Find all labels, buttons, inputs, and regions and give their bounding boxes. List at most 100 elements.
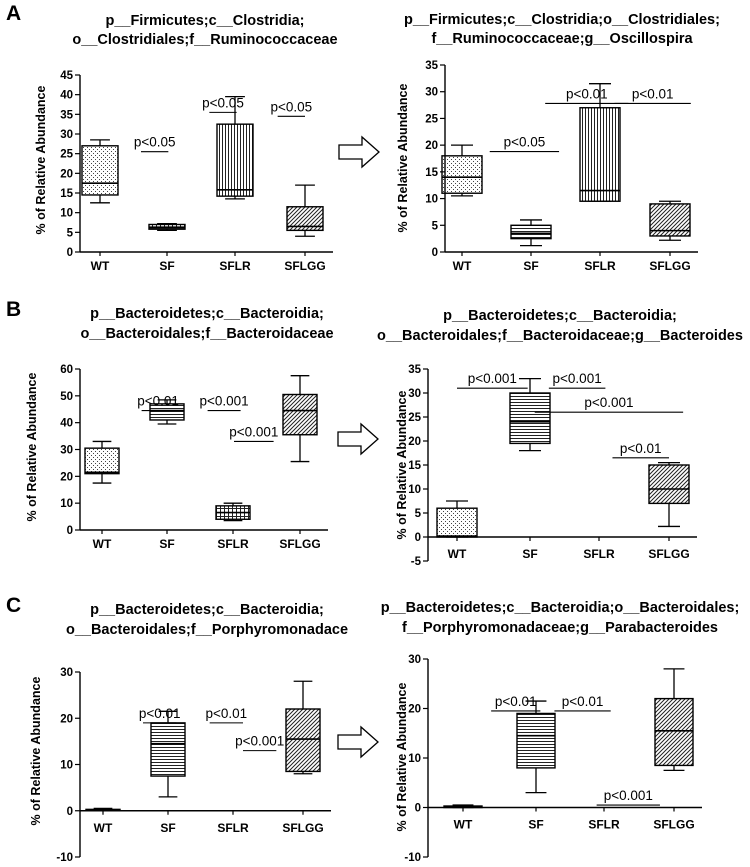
y-tick-label-a-right: 5	[432, 220, 439, 232]
category-label-sf-b-right: SF	[522, 547, 537, 561]
chart-title-b-right-line1: p__Bacteroidetes;c__Bacteroidia;	[443, 308, 677, 324]
box-sf-c-right	[516, 700, 556, 794]
y-tick-label-b-left: 0	[67, 525, 73, 537]
box-sflgg-c-left	[285, 680, 321, 775]
y-axis-label-a-right: % of Relative Abundance	[396, 84, 410, 233]
chart-c-left: -10 0 10 20 30 WT SF SFLR SFLGG p<0.01 p<0.01 p<0.0…	[56, 667, 331, 864]
y-tick-label-b-left: 10	[60, 498, 73, 510]
box-wt-c-left	[85, 807, 121, 812]
y-tick-label-a-right: 15	[425, 167, 438, 179]
chart-b-left: 0 10 20 30 40 50 60 WT SF SFLR SFLGG p<0.01 p<0.001 p…	[60, 364, 328, 551]
y-tick-label-a-right: 25	[425, 113, 438, 125]
chart-c-right: -10 0 10 20 30 WT SF SFLR SFLGG p<0.01 p<0.01 p<0.0…	[404, 654, 702, 864]
y-tick-label-a-left: 25	[60, 149, 73, 161]
chart-title-a-right-line2: f__Ruminococcaceae;g__Oscillospira	[431, 31, 693, 47]
category-label-sf-c-right: SF	[528, 818, 543, 832]
y-tick-label-a-left: 5	[67, 227, 74, 239]
y-tick-label-c-left: 0	[67, 806, 73, 818]
box-wt-b-left	[84, 440, 120, 484]
y-tick-label-b-right: 5	[415, 508, 422, 520]
y-tick-label-a-left: 15	[60, 188, 73, 200]
y-tick-label-b-left: 40	[60, 418, 73, 430]
box-wt-a-right	[441, 144, 483, 197]
category-label-wt-a-right: WT	[453, 259, 472, 273]
chart-a-left: 0 5 10 15 20 25 30 35 40 45 WT SF SFLR SFLGG p<0.05 p<0…	[60, 70, 333, 273]
y-tick-label-a-right: 30	[425, 87, 438, 99]
category-label-sf-a-left: SF	[159, 259, 174, 273]
y-tick-label-b-left: 30	[60, 445, 73, 457]
y-tick-label-c-right: -10	[404, 852, 421, 864]
y-tick-label-b-right: 30	[408, 388, 421, 400]
y-tick-label-c-right: 20	[408, 704, 421, 716]
box-sf-a-right	[510, 219, 552, 247]
category-label-sflgg-a-left: SFLGG	[284, 259, 325, 273]
chart-title-a-left-line1: p__Firmicutes;c__Clostridia;	[105, 13, 304, 29]
chart-title-b-left-line2: o__Bacteroidales;f__Bacteroidaceae	[80, 326, 333, 342]
y-tick-label-c-left: 30	[60, 667, 73, 679]
y-axis-label-a-left: % of Relative Abundance	[34, 86, 48, 235]
category-label-sflr-c-left: SFLR	[217, 821, 249, 835]
significance-3-a-right: p<0.01	[614, 86, 691, 105]
category-label-sf-a-right: SF	[523, 259, 538, 273]
chart-title-a-right-line1: p__Firmicutes;c__Clostridia;o__Clostridi…	[404, 12, 720, 28]
svg-text:p<0.05: p<0.05	[270, 99, 312, 114]
y-tick-label-c-right: 10	[408, 753, 421, 765]
category-label-sflgg-a-right: SFLGG	[649, 259, 690, 273]
y-axis-label-c-left: % of Relative Abundance	[29, 677, 43, 826]
panel-letter-c: C	[6, 594, 21, 617]
y-tick-label-a-left: 40	[60, 90, 73, 102]
chart-title-c-left-line1: p__Bacteroidetes;c__Bacteroidia;	[90, 602, 324, 618]
category-label-sflgg-c-left: SFLGG	[282, 821, 323, 835]
box-wt-a-left	[81, 139, 119, 204]
arrow-icon-b	[337, 422, 379, 456]
significance-2-b-right: p<0.001	[548, 371, 606, 389]
arrow-icon-c	[337, 725, 379, 759]
category-label-wt-c-right: WT	[454, 818, 473, 832]
significance-1-a-right: p<0.05	[489, 135, 560, 153]
y-axis-label-c-right: % of Relative Abundance	[395, 683, 409, 832]
box-sflr-a-right	[579, 83, 621, 202]
y-tick-label-b-right: -5	[411, 556, 422, 568]
chart-b-right: -5 0 5 10 15 20 25 30 35 WT SF SFLR SFLGG p<0.001 p<0.…	[408, 364, 697, 568]
svg-text:p<0.01: p<0.01	[562, 694, 604, 709]
box-sflgg-a-left	[286, 184, 324, 237]
category-label-sflr-b-right: SFLR	[583, 547, 615, 561]
y-tick-label-a-left: 0	[67, 247, 73, 259]
svg-text:p<0.001: p<0.001	[553, 371, 602, 386]
category-label-wt-a-left: WT	[91, 259, 110, 273]
y-tick-label-b-left: 20	[60, 471, 73, 483]
y-tick-label-c-left: 20	[60, 713, 73, 725]
chart-title-b-left-line1: p__Bacteroidetes;c__Bacteroidia;	[90, 306, 324, 322]
category-label-sflgg-c-right: SFLGG	[653, 818, 694, 832]
y-tick-label-b-left: 60	[60, 364, 73, 376]
y-tick-label-b-right: 15	[408, 460, 421, 472]
y-tick-label-b-right: 0	[415, 532, 421, 544]
svg-text:p<0.01: p<0.01	[137, 394, 179, 409]
panel-letter-a: A	[6, 2, 21, 25]
box-sflgg-c-right	[654, 668, 694, 772]
y-tick-label-a-right: 0	[432, 247, 438, 259]
significance-2-c-left: p<0.01	[205, 706, 247, 724]
y-tick-label-c-right: 0	[415, 803, 421, 815]
box-sf-a-left	[148, 223, 186, 232]
chart-title-b-right-line2: o__Bacteroidales;f__Bacteroidaceae;g__Ba…	[377, 328, 743, 344]
category-label-wt-b-left: WT	[93, 537, 112, 551]
svg-text:p<0.01: p<0.01	[495, 694, 537, 709]
svg-text:p<0.001: p<0.001	[604, 788, 653, 803]
box-sflgg-b-right	[648, 461, 690, 528]
category-label-sflr-a-left: SFLR	[219, 259, 251, 273]
svg-text:p<0.05: p<0.05	[202, 95, 244, 110]
panel-letter-b: B	[6, 298, 21, 321]
significance-2-a-right: p<0.01	[545, 86, 629, 105]
svg-text:p<0.001: p<0.001	[229, 424, 278, 439]
chart-title-a-left-line2: o__Clostridiales;f__Ruminococcaceae	[72, 32, 337, 48]
y-tick-label-b-right: 35	[408, 364, 421, 376]
significance-3-b-left: p<0.001	[229, 424, 278, 443]
chart-title-c-right-line1: p__Bacteroidetes;c__Bacteroidia;o__Bacte…	[381, 600, 740, 616]
significance-1-b-right: p<0.001	[457, 371, 528, 389]
significance-1-c-left: p<0.01	[139, 706, 181, 724]
significance-3-c-left: p<0.001	[235, 734, 284, 752]
significance-3-a-left: p<0.05	[270, 99, 312, 117]
chart-title-c-left-line2: o__Bacteroidales;f__Porphyromonadace	[66, 622, 348, 638]
